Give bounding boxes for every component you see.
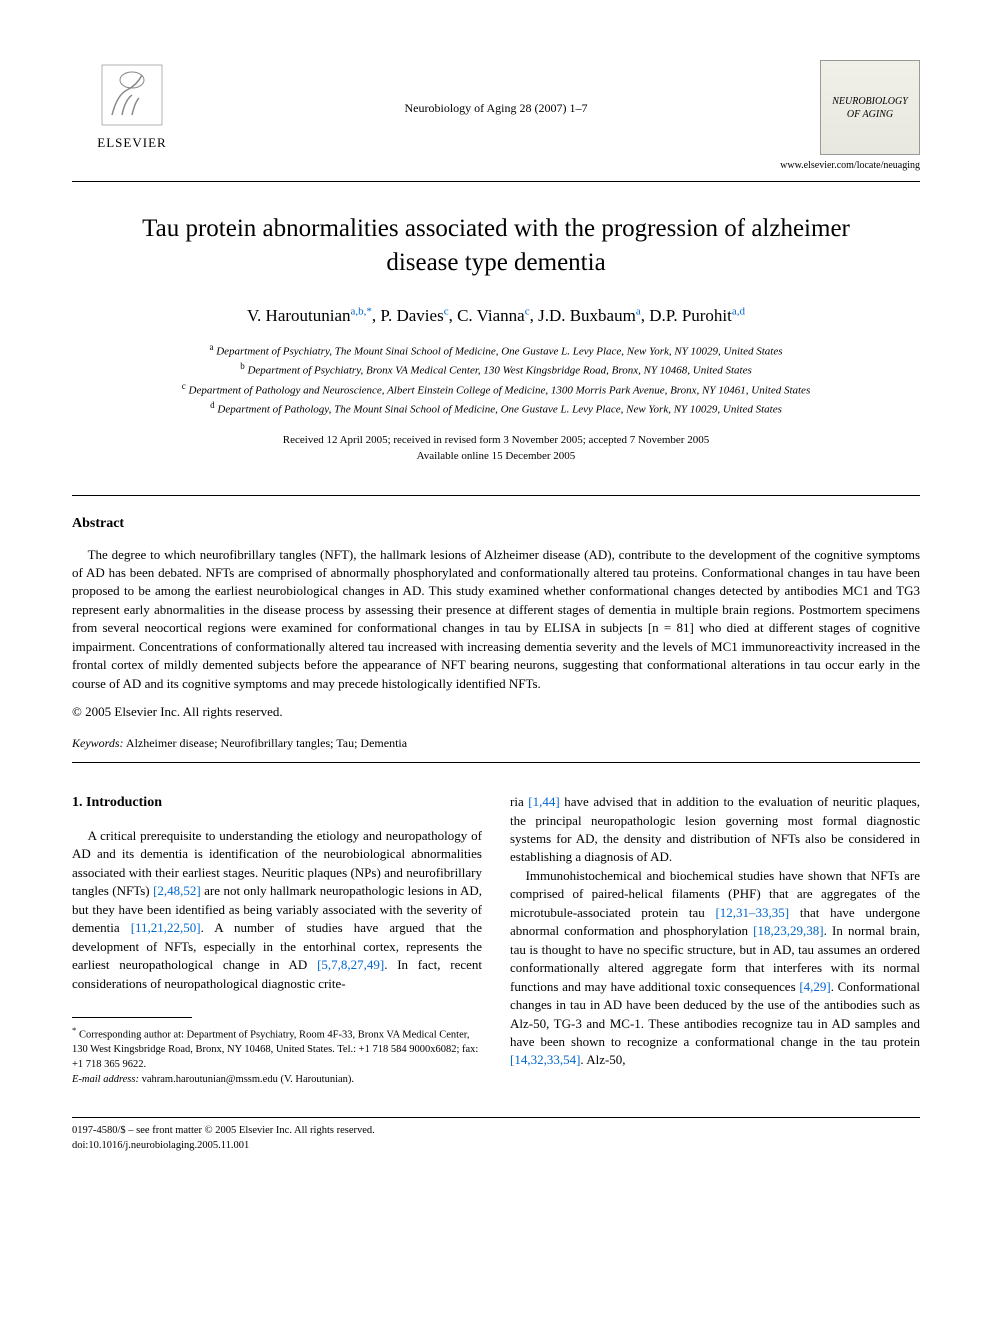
author-2-aff: c <box>444 305 449 317</box>
author-3: C. Vianna <box>457 306 525 325</box>
body-columns: 1. Introduction A critical prerequisite … <box>72 793 920 1087</box>
email-footnote: E-mail address: vahram.haroutunian@mssm.… <box>72 1073 482 1088</box>
ref-link[interactable]: [11,21,22,50] <box>131 920 201 935</box>
header-rule <box>72 181 920 182</box>
column-right: ria [1,44] have advised that in addition… <box>510 793 920 1087</box>
ref-link[interactable]: [1,44] <box>528 794 559 809</box>
ref-link[interactable]: [2,48,52] <box>153 883 201 898</box>
column-left: 1. Introduction A critical prerequisite … <box>72 793 482 1087</box>
publisher-name: ELSEVIER <box>97 134 166 152</box>
ref-link[interactable]: [5,7,8,27,49] <box>317 957 384 972</box>
author-1: V. Haroutunian <box>247 306 351 325</box>
corresponding-footnote: * Corresponding author at: Department of… <box>72 1024 482 1073</box>
keywords-label: Keywords: <box>72 736 124 750</box>
intro-para-2: Immunohistochemical and biochemical stud… <box>510 867 920 1070</box>
authors-line: V. Haroutuniana,b,*, P. Daviesc, C. Vian… <box>72 304 920 328</box>
page: ELSEVIER Neurobiology of Aging 28 (2007)… <box>0 0 992 1194</box>
affiliation-a: a Department of Psychiatry, The Mount Si… <box>72 341 920 360</box>
article-title: Tau protein abnormalities associated wit… <box>112 212 880 280</box>
author-4: J.D. Buxbaum <box>538 306 636 325</box>
author-2: P. Davies <box>380 306 443 325</box>
ref-link[interactable]: [4,29] <box>799 979 830 994</box>
abstract-heading: Abstract <box>72 514 920 534</box>
online-date: Available online 15 December 2005 <box>72 448 920 465</box>
email-address: vahram.haroutunian@mssm.edu (V. Haroutun… <box>142 1074 354 1085</box>
journal-cover-title: NEUROBIOLOGY OF AGING <box>821 91 919 125</box>
footer-line-2: doi:10.1016/j.neurobiolaging.2005.11.001 <box>72 1139 920 1154</box>
affiliation-d: d Department of Pathology, The Mount Sin… <box>72 399 920 418</box>
intro-heading: 1. Introduction <box>72 793 482 813</box>
intro-para-1: A critical prerequisite to understanding… <box>72 827 482 993</box>
footer-rule <box>72 1117 920 1118</box>
publisher-block: ELSEVIER <box>72 60 192 152</box>
keywords-text: Alzheimer disease; Neurofibrillary tangl… <box>126 736 407 750</box>
journal-cover-block: NEUROBIOLOGY OF AGING www.elsevier.com/l… <box>800 60 920 173</box>
abstract-copyright: © 2005 Elsevier Inc. All rights reserved… <box>72 703 920 721</box>
journal-url: www.elsevier.com/locate/neuaging <box>780 159 920 173</box>
email-label: E-mail address: <box>72 1074 139 1085</box>
intro-para-1-cont: ria [1,44] have advised that in addition… <box>510 793 920 867</box>
affiliations: a Department of Psychiatry, The Mount Si… <box>72 341 920 418</box>
elsevier-logo-icon <box>97 60 167 130</box>
author-5: D.P. Purohit <box>649 306 732 325</box>
abstract-bottom-rule <box>72 762 920 763</box>
abstract-top-rule <box>72 495 920 496</box>
keywords-line: Keywords: Alzheimer disease; Neurofibril… <box>72 735 920 752</box>
abstract-text: The degree to which neurofibrillary tang… <box>72 546 920 694</box>
ref-link[interactable]: [14,32,33,54] <box>510 1052 580 1067</box>
affiliation-b: b Department of Psychiatry, Bronx VA Med… <box>72 360 920 379</box>
author-4-aff: a <box>636 305 641 317</box>
affiliation-c: c Department of Pathology and Neuroscien… <box>72 380 920 399</box>
footer-line-1: 0197-4580/$ – see front matter © 2005 El… <box>72 1124 920 1139</box>
header-row: ELSEVIER Neurobiology of Aging 28 (2007)… <box>72 60 920 173</box>
ref-link[interactable]: [12,31–33,35] <box>715 905 789 920</box>
author-5-aff: a,d <box>732 305 745 317</box>
footnote-rule <box>72 1017 192 1018</box>
author-3-aff: c <box>525 305 530 317</box>
author-1-aff: a,b,* <box>351 305 372 317</box>
ref-link[interactable]: [18,23,29,38] <box>753 923 823 938</box>
journal-reference: Neurobiology of Aging 28 (2007) 1–7 <box>192 100 800 117</box>
article-dates: Received 12 April 2005; received in revi… <box>72 432 920 465</box>
received-dates: Received 12 April 2005; received in revi… <box>72 432 920 449</box>
journal-cover-box: NEUROBIOLOGY OF AGING <box>820 60 920 155</box>
